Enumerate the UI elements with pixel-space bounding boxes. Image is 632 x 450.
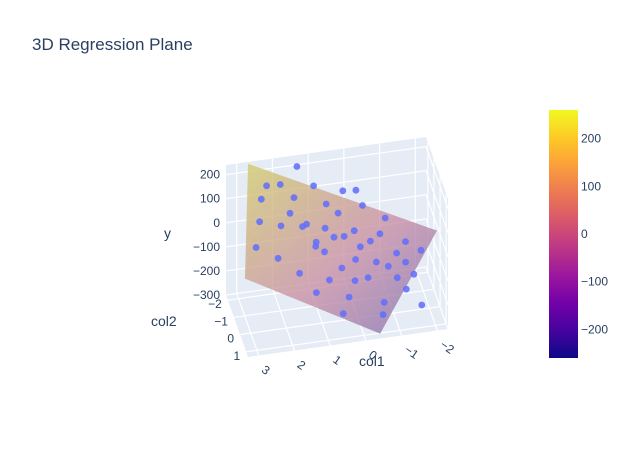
- data-point[interactable]: [352, 186, 360, 194]
- data-point[interactable]: [352, 256, 359, 263]
- y-gridline: [239, 176, 441, 336]
- data-point[interactable]: [293, 163, 301, 170]
- data-point[interactable]: [276, 181, 284, 188]
- data-point[interactable]: [345, 293, 353, 301]
- z-tick-label: −100: [193, 240, 220, 254]
- data-point[interactable]: [290, 194, 298, 202]
- z-tick-label: 100: [200, 192, 220, 206]
- y-tick-label: 1: [234, 349, 241, 363]
- data-point[interactable]: [379, 311, 387, 318]
- data-point[interactable]: [393, 249, 400, 257]
- data-point[interactable]: [312, 238, 320, 246]
- regression-plane: [244, 163, 437, 334]
- data-point[interactable]: [286, 209, 294, 217]
- z-tick-label: 0: [213, 216, 220, 230]
- data-point[interactable]: [380, 299, 388, 306]
- data-point[interactable]: [350, 227, 358, 235]
- chart-title: 3D Regression Plane: [32, 35, 193, 54]
- data-point[interactable]: [338, 264, 346, 272]
- colorbar-tick-label: 0: [581, 227, 588, 241]
- data-point[interactable]: [402, 258, 409, 266]
- data-point[interactable]: [381, 214, 389, 222]
- data-point[interactable]: [303, 220, 310, 228]
- data-point[interactable]: [359, 202, 366, 209]
- z-tick-label: 200: [200, 168, 220, 182]
- data-point[interactable]: [321, 224, 329, 232]
- data-point[interactable]: [384, 262, 392, 270]
- colorbar-tick-label: 200: [581, 132, 601, 146]
- data-point[interactable]: [256, 218, 263, 226]
- data-point[interactable]: [402, 285, 410, 293]
- data-point[interactable]: [351, 277, 359, 284]
- data-point[interactable]: [322, 200, 330, 208]
- data-point[interactable]: [339, 187, 347, 195]
- scatter-points: [252, 163, 426, 318]
- data-point[interactable]: [334, 209, 342, 217]
- data-point[interactable]: [376, 230, 384, 238]
- z-tick-label: −300: [193, 288, 220, 302]
- x-tick-label: −2: [438, 337, 458, 357]
- data-point[interactable]: [367, 237, 374, 245]
- data-point[interactable]: [364, 274, 372, 281]
- x-gridline: [236, 163, 260, 356]
- data-point[interactable]: [321, 248, 328, 256]
- colorbar-tick-label: −200: [581, 322, 608, 336]
- data-point[interactable]: [410, 270, 418, 278]
- z-axis-label: y: [164, 225, 171, 241]
- x-tick-label: 3: [259, 362, 273, 377]
- y-gridline: [233, 159, 435, 318]
- data-point[interactable]: [330, 233, 338, 241]
- y-tick-label: −2: [208, 297, 222, 311]
- data-point[interactable]: [310, 182, 317, 190]
- data-point[interactable]: [393, 274, 401, 282]
- data-point[interactable]: [373, 258, 380, 266]
- x-tick-label: 2: [295, 357, 309, 372]
- z-tick-label: −200: [193, 264, 220, 278]
- data-point[interactable]: [339, 310, 347, 317]
- y-gridline: [246, 193, 447, 353]
- x-tick-label: −1: [402, 342, 422, 362]
- colorbar-tick-label: 100: [581, 179, 601, 193]
- data-point[interactable]: [402, 238, 409, 246]
- data-point[interactable]: [274, 254, 282, 262]
- x-axis-label: col1: [359, 353, 385, 369]
- y-tick-label: −1: [214, 314, 228, 328]
- data-point[interactable]: [326, 276, 333, 284]
- data-point[interactable]: [418, 301, 426, 309]
- data-point[interactable]: [340, 233, 348, 240]
- data-point[interactable]: [252, 244, 260, 251]
- data-point[interactable]: [263, 182, 270, 190]
- y-axis-label: col2: [151, 313, 177, 329]
- colorbar-tick-label: −100: [581, 275, 608, 289]
- data-point[interactable]: [257, 195, 265, 203]
- z-gridline: [225, 145, 449, 209]
- data-point[interactable]: [356, 243, 364, 251]
- y-tick-label: 0: [227, 332, 234, 346]
- data-point[interactable]: [277, 222, 285, 230]
- colorbar-gradient: [549, 110, 578, 358]
- data-point[interactable]: [417, 246, 425, 254]
- colorbar: 200 100 0 −100 −200: [549, 110, 608, 358]
- data-point[interactable]: [313, 289, 320, 296]
- data-point[interactable]: [296, 269, 303, 277]
- x-tick-label: 1: [330, 352, 344, 367]
